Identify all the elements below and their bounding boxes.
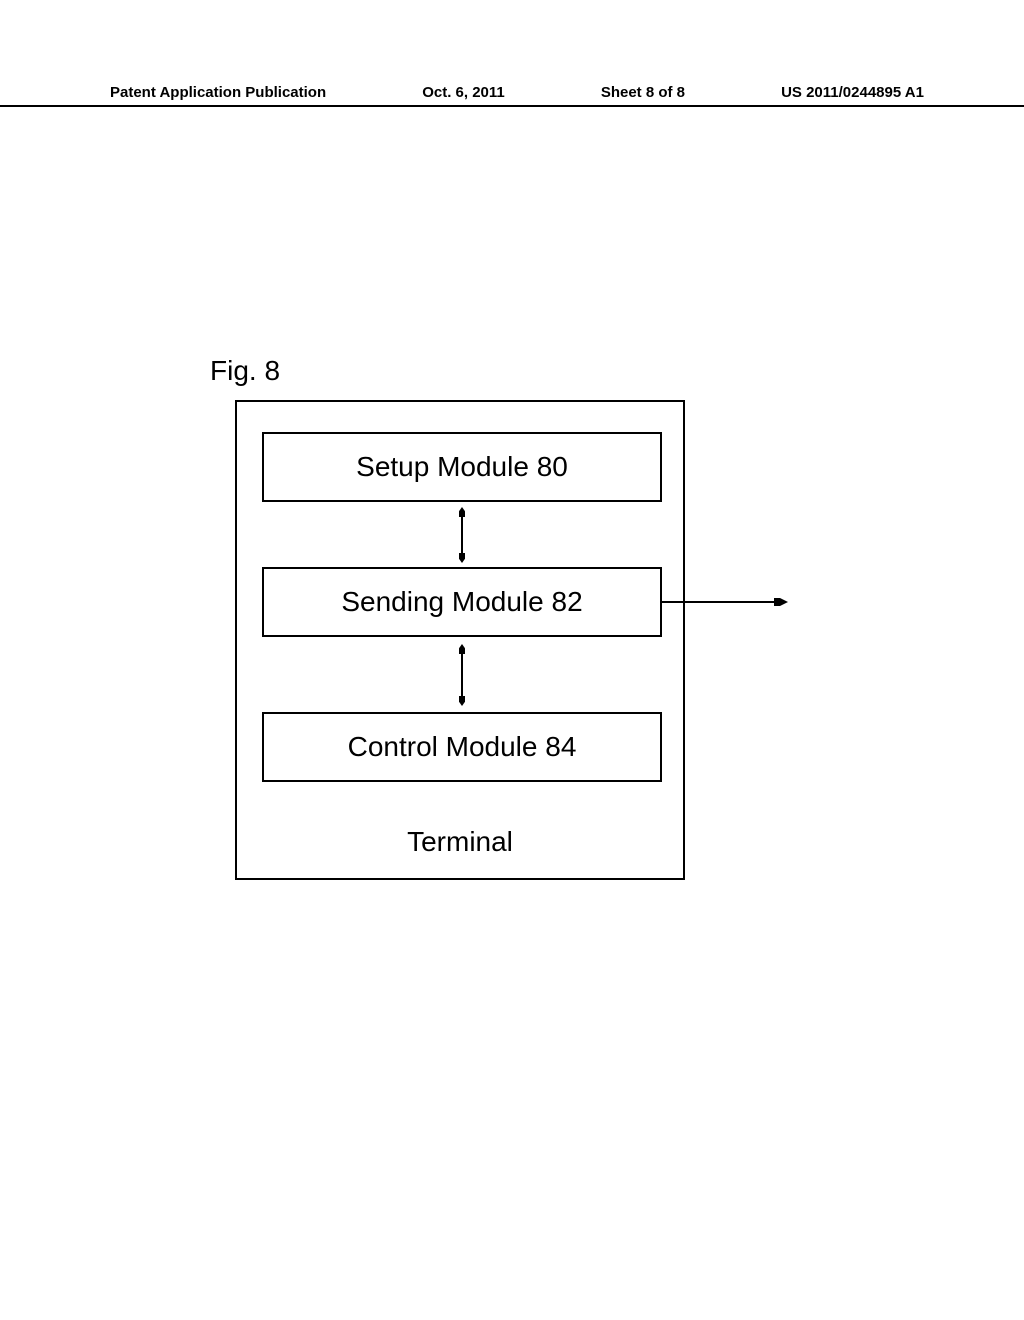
sending-module-label: Sending Module 82	[341, 586, 582, 618]
sending-module-box: Sending Module 82	[262, 567, 662, 637]
header-pubnum: US 2011/0244895 A1	[781, 84, 924, 101]
bidir-arrow-icon	[459, 644, 465, 706]
control-module-box: Control Module 84	[262, 712, 662, 782]
header-date: Oct. 6, 2011	[422, 84, 505, 101]
terminal-container: Setup Module 80 Sending Module 82 Contro…	[235, 400, 685, 880]
setup-module-box: Setup Module 80	[262, 432, 662, 502]
figure-label: Fig. 8	[210, 355, 280, 387]
control-module-label: Control Module 84	[348, 731, 577, 763]
header-sheet: Sheet 8 of 8	[601, 84, 685, 101]
setup-module-label: Setup Module 80	[356, 451, 568, 483]
header-publication: Patent Application Publication	[110, 84, 326, 101]
bidir-arrow-icon	[459, 507, 465, 563]
terminal-label: Terminal	[237, 826, 683, 858]
output-arrow-icon	[660, 598, 788, 606]
patent-header: Patent Application Publication Oct. 6, 2…	[0, 84, 1024, 107]
